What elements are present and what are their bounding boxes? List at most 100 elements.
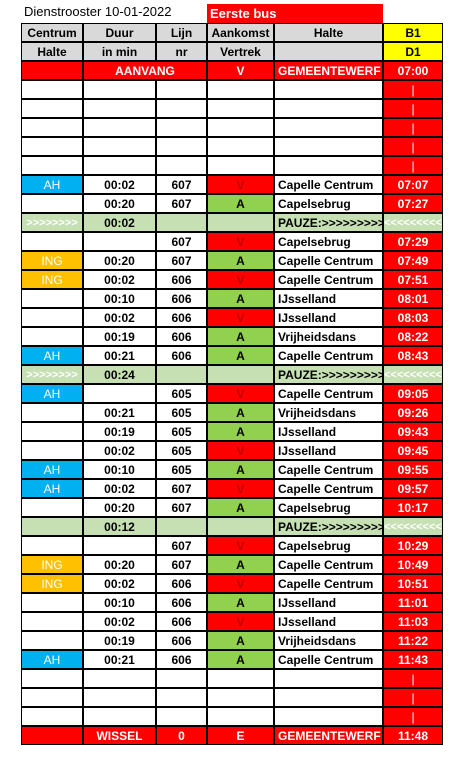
cell-lijn[interactable]: 606 [156, 289, 207, 308]
cell-lijn[interactable]: 607 [156, 498, 207, 517]
start-time[interactable]: 07:00 [383, 61, 443, 80]
cell-halte[interactable]: Capelle Centrum [274, 346, 383, 365]
cell-lijn[interactable]: 606 [156, 308, 207, 327]
cell-centrum[interactable] [21, 289, 83, 308]
cell-centrum[interactable]: AH [21, 650, 83, 669]
header-blank[interactable] [274, 42, 383, 61]
cell-time[interactable]: 09:05 [383, 384, 443, 403]
cell-aankomst[interactable]: V [207, 612, 274, 631]
cell-halte[interactable]: Capelle Centrum [274, 650, 383, 669]
cell-lijn[interactable] [156, 688, 207, 707]
cell-halte[interactable]: Capelle Centrum [274, 384, 383, 403]
cell-halte[interactable] [274, 137, 383, 156]
cell-time[interactable]: 10:17 [383, 498, 443, 517]
cell-time[interactable]: 07:07 [383, 175, 443, 194]
cell-halte[interactable]: IJsselland [274, 593, 383, 612]
cell-duur[interactable]: 00:19 [83, 422, 156, 441]
cell-duur[interactable] [83, 80, 156, 99]
cell-duur[interactable] [83, 156, 156, 175]
cell-aankomst[interactable] [207, 80, 274, 99]
cell-time-pipe[interactable]: | [383, 669, 443, 688]
cell-centrum[interactable] [21, 194, 83, 213]
cell-halte[interactable] [274, 156, 383, 175]
cell-duur[interactable] [83, 137, 156, 156]
cell-centrum[interactable] [21, 232, 83, 251]
cell-aankomst[interactable]: A [207, 631, 274, 650]
cell-aankomst[interactable] [207, 118, 274, 137]
cell-aankomst[interactable]: A [207, 403, 274, 422]
cell-centrum[interactable]: >>>>>>>> [21, 213, 83, 232]
header-vertrek[interactable]: Vertrek [207, 42, 274, 61]
cell-duur[interactable] [83, 536, 156, 555]
cell-duur[interactable] [83, 384, 156, 403]
start-c0[interactable] [21, 61, 83, 80]
cell-centrum[interactable] [21, 308, 83, 327]
cell-aankomst[interactable] [207, 213, 274, 232]
cell-time-pipe[interactable]: | [383, 137, 443, 156]
cell-lijn[interactable]: 606 [156, 327, 207, 346]
cell-aankomst[interactable]: V [207, 574, 274, 593]
cell-aankomst[interactable] [207, 365, 274, 384]
cell-time[interactable]: 08:01 [383, 289, 443, 308]
cell-aankomst[interactable]: A [207, 327, 274, 346]
cell-time[interactable]: 08:03 [383, 308, 443, 327]
cell-aankomst[interactable]: V [207, 308, 274, 327]
cell-centrum[interactable] [21, 403, 83, 422]
header-d1[interactable]: D1 [383, 42, 443, 61]
cell-halte[interactable]: PAUZE:>>>>>>>>>> [274, 213, 383, 232]
cell-halte[interactable]: Vrijheidsdans [274, 631, 383, 650]
cell-lijn[interactable] [156, 517, 207, 536]
cell-lijn[interactable]: 606 [156, 593, 207, 612]
cell-halte[interactable]: IJsselland [274, 289, 383, 308]
cell-time[interactable]: 11:01 [383, 593, 443, 612]
cell-halte[interactable]: Capelle Centrum [274, 479, 383, 498]
header-aankomst[interactable]: Aankomst [207, 23, 274, 42]
cell-duur[interactable] [83, 232, 156, 251]
cell-halte[interactable]: IJsselland [274, 422, 383, 441]
cell-duur[interactable]: 00:20 [83, 498, 156, 517]
cell-lijn[interactable] [156, 365, 207, 384]
cell-duur[interactable]: 00:21 [83, 346, 156, 365]
cell-halte[interactable]: Capelle Centrum [274, 270, 383, 289]
cell-lijn[interactable]: 607 [156, 175, 207, 194]
cell-duur[interactable] [83, 707, 156, 726]
cell-centrum[interactable] [21, 593, 83, 612]
cell-aankomst[interactable]: A [207, 346, 274, 365]
cell-lijn[interactable]: 607 [156, 536, 207, 555]
cell-halte[interactable]: Capelsebrug [274, 194, 383, 213]
cell-time-pipe[interactable]: | [383, 156, 443, 175]
cell-lijn[interactable]: 606 [156, 574, 207, 593]
cell-time[interactable]: 07:29 [383, 232, 443, 251]
cell-aankomst[interactable] [207, 156, 274, 175]
cell-duur[interactable]: 00:24 [83, 365, 156, 384]
cell-aankomst[interactable]: A [207, 289, 274, 308]
cell-duur[interactable] [83, 688, 156, 707]
cell-time[interactable]: 07:27 [383, 194, 443, 213]
cell-centrum[interactable]: ING [21, 251, 83, 270]
cell-centrum[interactable]: ING [21, 555, 83, 574]
cell-duur[interactable]: 00:02 [83, 441, 156, 460]
cell-time-pipe[interactable]: | [383, 707, 443, 726]
cell-time[interactable]: 10:51 [383, 574, 443, 593]
cell-lijn[interactable]: 605 [156, 384, 207, 403]
cell-centrum[interactable] [21, 118, 83, 137]
cell-duur[interactable]: 00:02 [83, 175, 156, 194]
cell-centrum[interactable] [21, 631, 83, 650]
cell-time[interactable]: <<<<<<<<<< [383, 213, 443, 232]
cell-duur[interactable]: 00:20 [83, 194, 156, 213]
header-nr[interactable]: nr [156, 42, 207, 61]
cell-time-pipe[interactable]: | [383, 99, 443, 118]
end-c0[interactable] [21, 726, 83, 745]
cell-centrum[interactable]: ING [21, 270, 83, 289]
cell-time[interactable]: 09:55 [383, 460, 443, 479]
cell-lijn[interactable] [156, 137, 207, 156]
cell-centrum[interactable] [21, 80, 83, 99]
cell-aankomst[interactable] [207, 517, 274, 536]
cell-aankomst[interactable]: A [207, 593, 274, 612]
cell-aankomst[interactable]: A [207, 251, 274, 270]
cell-centrum[interactable] [21, 137, 83, 156]
end-halte[interactable]: GEMEENTEWERF [274, 726, 383, 745]
cell-aankomst[interactable]: A [207, 555, 274, 574]
cell-halte[interactable]: Vrijheidsdans [274, 403, 383, 422]
cell-duur[interactable]: 00:02 [83, 479, 156, 498]
